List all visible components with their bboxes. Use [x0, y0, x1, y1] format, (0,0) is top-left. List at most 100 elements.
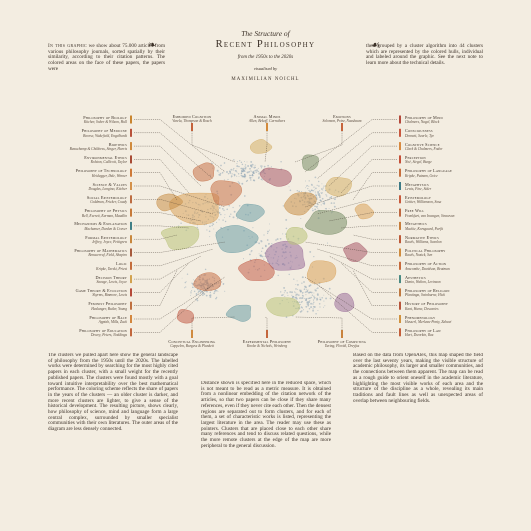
data-point — [258, 172, 261, 175]
cluster-name: Free Will — [405, 208, 425, 214]
data-point — [238, 175, 240, 177]
leader-line — [134, 172, 178, 201]
cluster-name: Epistemology — [405, 194, 432, 200]
data-point — [224, 220, 227, 223]
essay-left: The clusters we pulled apart here show t… — [48, 353, 178, 433]
data-point — [200, 293, 201, 295]
data-point — [299, 297, 301, 300]
cluster-label: Bioethics Beauchamp & Childress, Singer, … — [35, 142, 127, 152]
data-point — [301, 294, 303, 296]
data-point — [220, 213, 222, 216]
leader-line — [134, 248, 214, 266]
cluster-works: Lewis, Fine, Sider — [405, 186, 432, 191]
data-point — [313, 301, 315, 304]
data-point — [301, 190, 303, 193]
cluster-works: Kitcher, Sober & Wilson, Hull — [83, 120, 127, 125]
data-point — [323, 300, 325, 302]
data-point — [286, 292, 288, 294]
data-point — [236, 218, 238, 220]
data-point — [325, 194, 326, 196]
data-point — [244, 167, 247, 170]
data-point — [331, 209, 333, 211]
cluster-hull — [160, 225, 200, 250]
cluster-hull — [176, 309, 195, 324]
cluster-works: Jeffrey, Joyce, Pettigrew — [91, 240, 127, 245]
data-point — [210, 223, 212, 225]
cluster-label: Metaphysics Lewis, Fine, Sider — [405, 182, 497, 192]
data-point — [298, 301, 300, 303]
data-point — [236, 175, 238, 177]
data-point — [310, 183, 313, 186]
cluster-works: Benacerraf, Field, Shapiro — [88, 253, 127, 258]
cluster-color-bar — [130, 168, 132, 177]
data-point — [306, 301, 309, 304]
data-point — [216, 221, 218, 223]
data-point — [323, 202, 326, 205]
data-point — [221, 207, 224, 210]
data-point — [241, 175, 244, 177]
data-point — [192, 282, 194, 285]
cluster-name: Conceptual Engineering — [168, 339, 216, 344]
data-point — [245, 166, 247, 169]
cluster-works: Haslanger, Butler, Young — [91, 306, 127, 311]
cluster-works: Knobe & Nichols, Weinberg — [246, 344, 288, 349]
data-point — [303, 281, 305, 283]
data-point — [267, 230, 269, 233]
cluster-label: Experimental Philosophy Knobe & Nichols, … — [217, 339, 317, 349]
data-point — [261, 255, 264, 258]
cluster-works: Noë, Siegel, Burge — [405, 160, 432, 165]
data-point — [314, 298, 316, 300]
data-point — [196, 299, 199, 302]
data-point — [296, 293, 298, 296]
cluster-color-bar — [399, 235, 401, 244]
data-point — [325, 297, 328, 300]
cluster-label: Animal Minds Allen, Bekoff, Carruthers — [217, 114, 317, 124]
cluster-works: Varela, Thompson & Rosch — [172, 119, 212, 124]
data-point — [305, 286, 307, 289]
cluster-name: Decision Theory — [95, 274, 127, 280]
cluster-hull — [156, 193, 183, 212]
data-point — [244, 177, 246, 179]
data-point — [185, 281, 187, 283]
cluster-label: Philosophy of Physics Bell, Everett, Earm… — [35, 208, 127, 218]
cluster-color-bar — [130, 275, 132, 284]
data-point — [309, 297, 311, 299]
cluster-works: Danto, Walton, Levinson — [405, 280, 441, 284]
cluster-name: Phenomenology — [405, 314, 436, 320]
data-point — [326, 242, 329, 244]
data-point — [305, 305, 308, 308]
intro-text: we show about 75.000 articles from vario… — [48, 43, 166, 72]
cluster-label: Epistemology Gettier, Williamson, Sosa — [405, 194, 497, 205]
data-point — [256, 169, 258, 172]
fleuron-right-icon: ☙ — [371, 40, 380, 51]
cluster-label: Aesthetics Danto, Walton, Levinson — [405, 275, 497, 285]
data-point — [323, 185, 325, 187]
data-point — [209, 296, 212, 298]
data-point — [250, 171, 252, 173]
data-point — [261, 250, 263, 252]
cluster-color-bar — [130, 221, 132, 230]
data-point — [283, 292, 285, 294]
data-point — [300, 289, 302, 291]
data-point — [250, 174, 252, 177]
cluster-label: Social Epistemology Goldman, Fricker, Coa… — [35, 195, 127, 205]
data-point — [324, 305, 326, 307]
data-point — [313, 295, 315, 298]
data-point — [233, 210, 236, 213]
cluster-name: Philosophy of Religion — [405, 287, 450, 293]
data-point — [265, 245, 267, 248]
data-point — [316, 288, 318, 290]
data-point — [307, 304, 310, 307]
leader-line — [352, 172, 397, 201]
cluster-works: Hart, Dworkin, Raz — [405, 333, 434, 338]
data-point — [252, 173, 254, 175]
cluster-color-bar — [399, 328, 401, 337]
leader-line — [304, 241, 397, 253]
cluster-name: Animal Minds — [253, 114, 281, 119]
cluster-hull — [325, 176, 352, 197]
leader-line — [316, 283, 397, 333]
data-point — [241, 163, 244, 166]
cluster-label: Consciousness Dennett, Searle, Tye — [405, 128, 497, 138]
data-point — [202, 291, 204, 293]
data-point — [258, 242, 260, 245]
